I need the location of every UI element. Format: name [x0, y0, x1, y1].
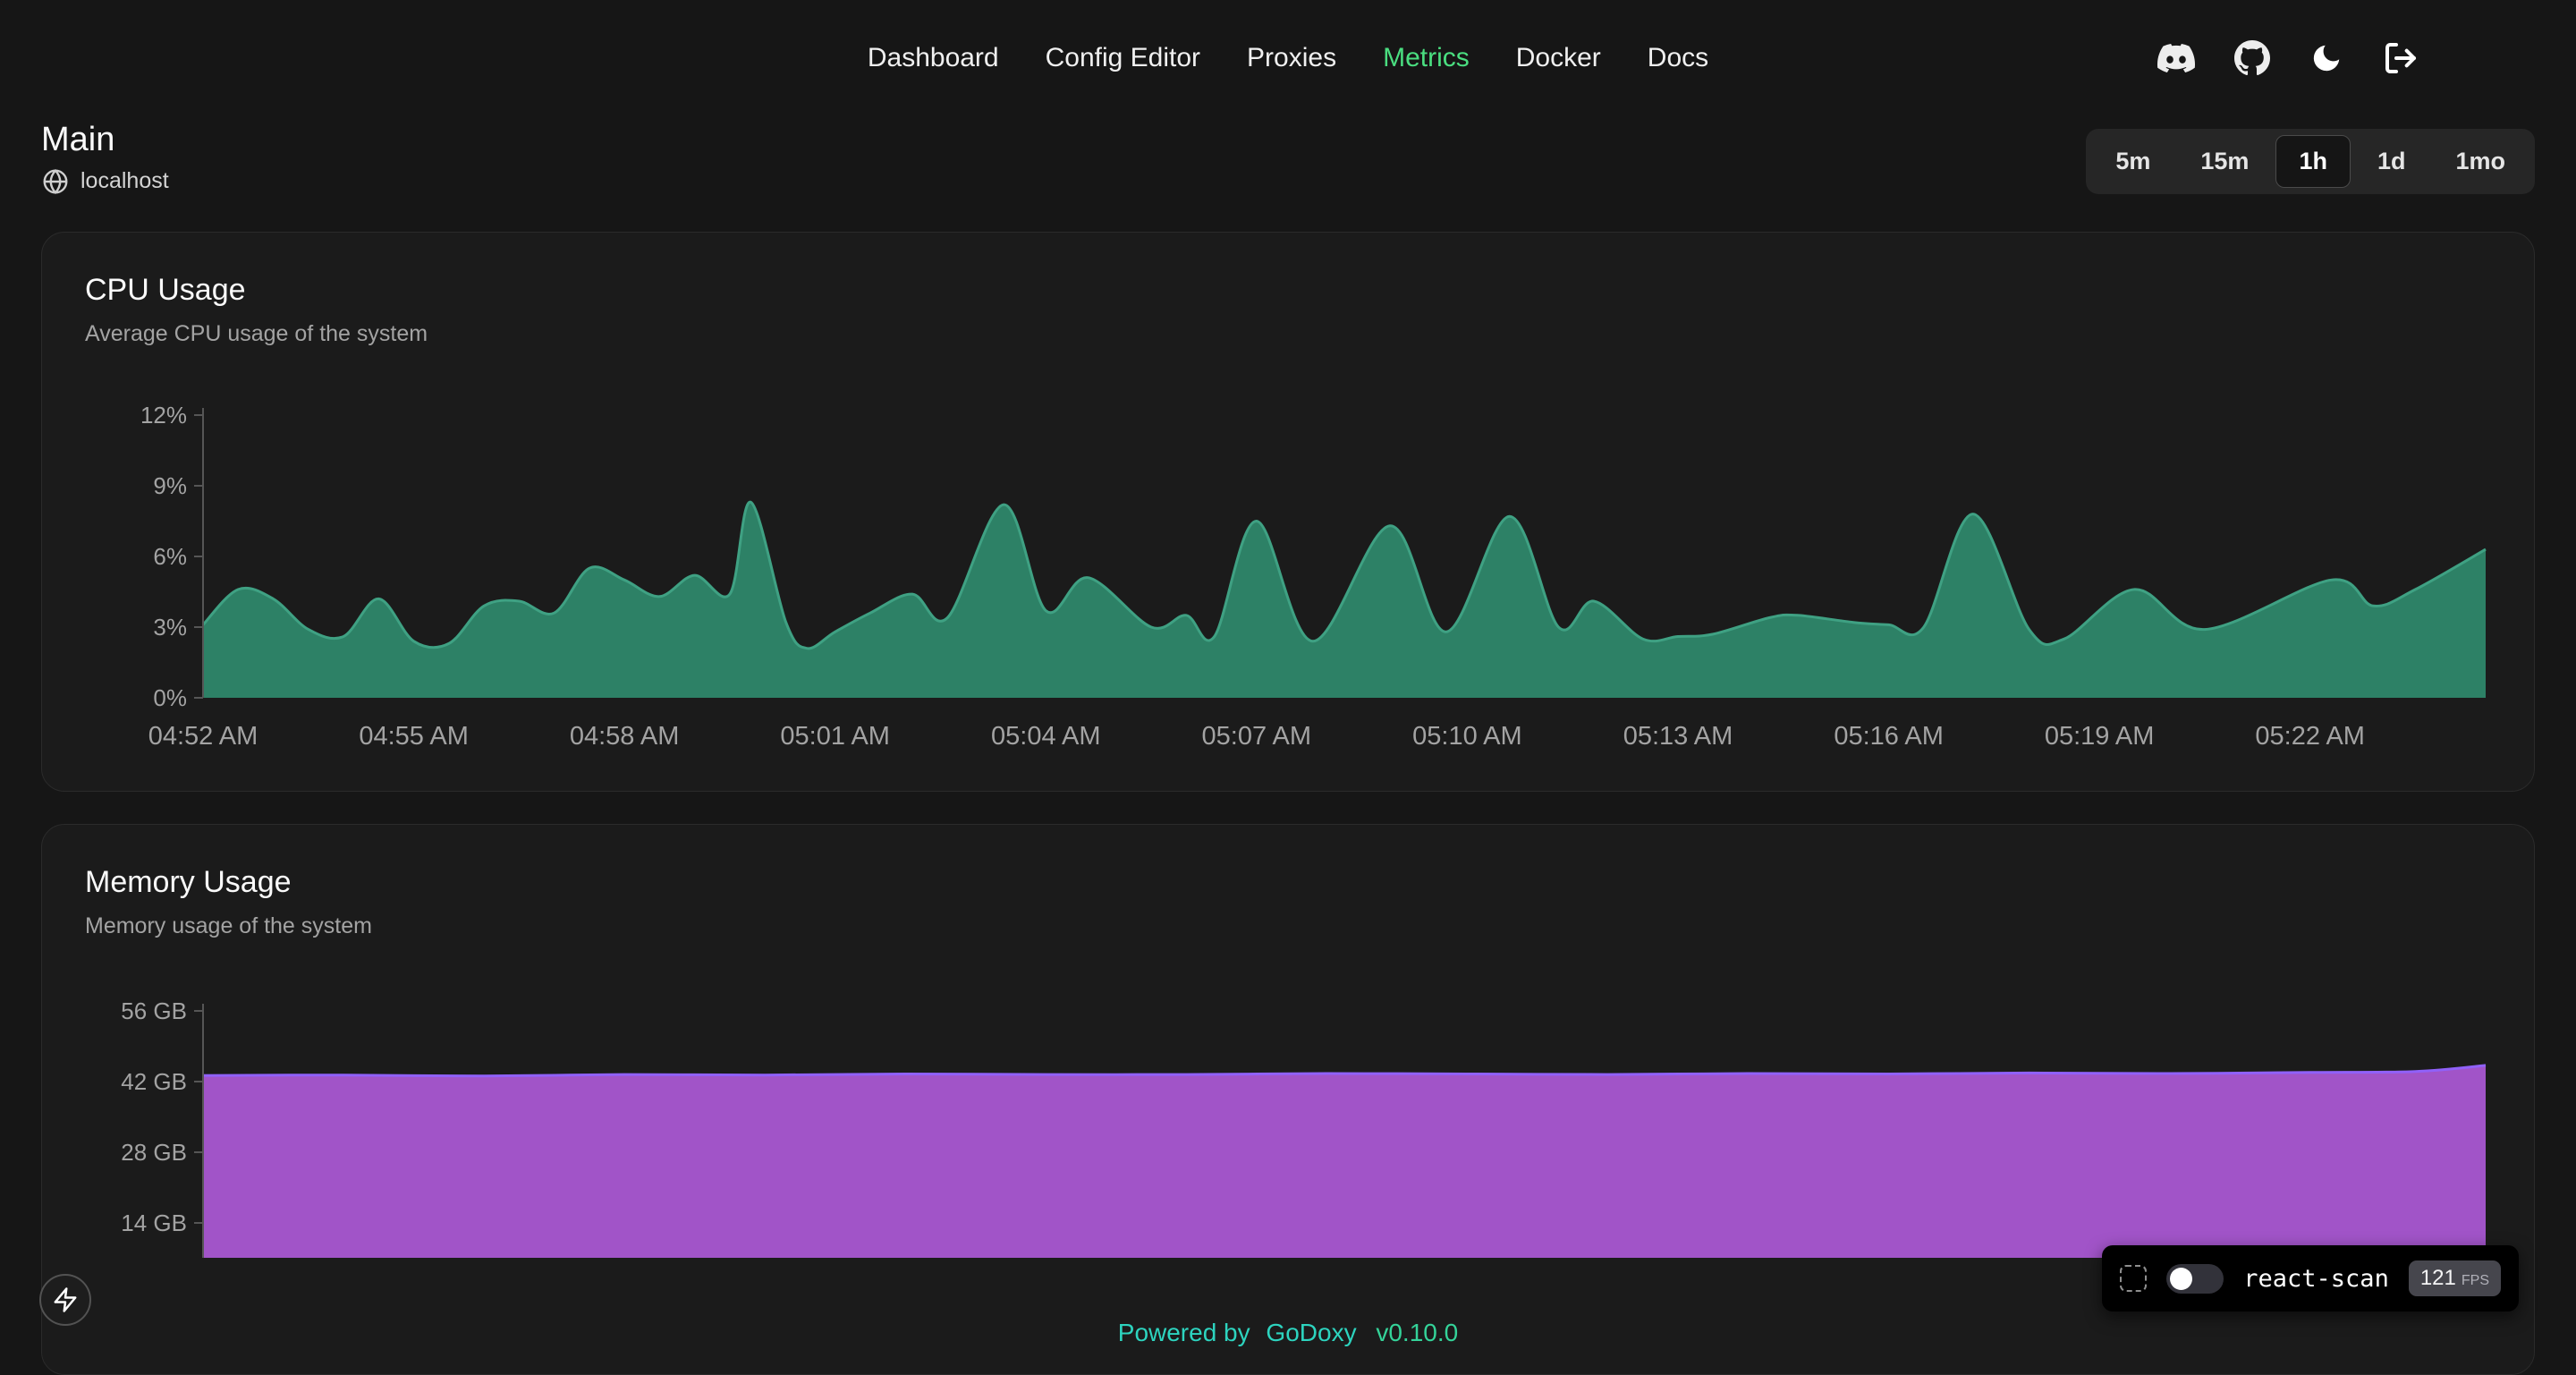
globe-icon	[41, 167, 70, 196]
svg-text:05:10 AM: 05:10 AM	[1412, 722, 1522, 751]
top-icon-group	[2157, 0, 2419, 116]
fps-badge: 121 FPS	[2409, 1260, 2501, 1296]
time-range-1d[interactable]: 1d	[2354, 135, 2429, 188]
memory-card-subtitle: Memory usage of the system	[85, 912, 2491, 939]
zap-icon	[52, 1286, 79, 1313]
svg-text:04:58 AM: 04:58 AM	[570, 722, 680, 751]
react-scan-label: react-scan	[2243, 1265, 2389, 1293]
time-range-15m[interactable]: 15m	[2177, 135, 2272, 188]
powered-by-label: Powered by	[1118, 1319, 1250, 1346]
svg-text:3%: 3%	[153, 614, 187, 641]
nav-item-dashboard[interactable]: Dashboard	[868, 43, 999, 73]
nav-item-metrics[interactable]: Metrics	[1383, 43, 1470, 73]
cpu-card-subtitle: Average CPU usage of the system	[85, 320, 2491, 347]
page-title: Main	[41, 120, 169, 159]
godoxy-brand-link[interactable]: GoDoxy	[1266, 1319, 1356, 1346]
logout-icon[interactable]	[2383, 40, 2419, 76]
nav-item-docker[interactable]: Docker	[1516, 43, 1601, 73]
svg-text:0%: 0%	[153, 684, 187, 711]
svg-text:05:04 AM: 05:04 AM	[991, 722, 1101, 751]
footer: Powered by GoDoxy v0.10.0	[0, 1319, 2576, 1347]
svg-text:05:01 AM: 05:01 AM	[780, 722, 890, 751]
svg-text:05:13 AM: 05:13 AM	[1623, 722, 1733, 751]
host-row: localhost	[41, 166, 169, 196]
version-label: v0.10.0	[1376, 1319, 1458, 1346]
svg-text:04:52 AM: 04:52 AM	[148, 722, 258, 751]
nav-item-docs[interactable]: Docs	[1648, 43, 1708, 73]
cpu-usage-card: CPU Usage Average CPU usage of the syste…	[41, 232, 2535, 792]
react-scan-toggle[interactable]	[2166, 1264, 2224, 1294]
fps-value: 121	[2420, 1266, 2456, 1291]
discord-icon[interactable]	[2157, 39, 2195, 77]
svg-text:14 GB: 14 GB	[121, 1209, 187, 1236]
memory-usage-chart: 14 GB 28 GB 42 GB 56 GB	[85, 989, 2493, 1258]
svg-text:9%: 9%	[153, 472, 187, 499]
react-scan-widget: react-scan 121 FPS	[2102, 1245, 2519, 1311]
nav-item-config-editor[interactable]: Config Editor	[1046, 43, 1200, 73]
time-range-5m[interactable]: 5m	[2092, 135, 2174, 188]
svg-text:6%: 6%	[153, 543, 187, 570]
github-icon[interactable]	[2234, 40, 2270, 76]
svg-text:28 GB: 28 GB	[121, 1139, 187, 1166]
toggle-knob	[2170, 1268, 2192, 1290]
svg-text:05:22 AM: 05:22 AM	[2255, 722, 2365, 751]
host-label: localhost	[80, 168, 169, 194]
time-range-1mo[interactable]: 1mo	[2432, 135, 2529, 188]
svg-text:56 GB: 56 GB	[121, 997, 187, 1024]
svg-text:42 GB: 42 GB	[121, 1068, 187, 1095]
main-nav: Dashboard Config Editor Proxies Metrics …	[868, 43, 1708, 73]
svg-text:04:55 AM: 04:55 AM	[359, 722, 469, 751]
metrics-page: CPU Usage Average CPU usage of the syste…	[0, 232, 2576, 1375]
dark-mode-icon[interactable]	[2309, 41, 2343, 75]
svg-text:12%: 12%	[140, 402, 187, 429]
cpu-usage-chart: 0% 3% 6% 9% 12% 04:52 AM 04:55 AM 04:58 AM 05:01…	[85, 397, 2493, 755]
time-range-1h[interactable]: 1h	[2275, 135, 2351, 188]
svg-text:05:19 AM: 05:19 AM	[2045, 722, 2155, 751]
svg-text:05:16 AM: 05:16 AM	[1834, 722, 1944, 751]
top-bar: Dashboard Config Editor Proxies Metrics …	[0, 0, 2576, 116]
site-block: Main localhost	[41, 120, 169, 196]
quick-actions-button[interactable]	[39, 1274, 91, 1326]
cpu-card-title: CPU Usage	[85, 272, 2491, 308]
inspect-icon[interactable]	[2120, 1265, 2147, 1292]
nav-item-proxies[interactable]: Proxies	[1247, 43, 1336, 73]
memory-card-title: Memory Usage	[85, 864, 2491, 900]
page-head: Main localhost 5m 15m 1h 1d 1mo	[0, 120, 2576, 196]
fps-unit: FPS	[2462, 1273, 2489, 1289]
time-range-selector: 5m 15m 1h 1d 1mo	[2086, 129, 2535, 194]
svg-text:05:07 AM: 05:07 AM	[1202, 722, 1312, 751]
